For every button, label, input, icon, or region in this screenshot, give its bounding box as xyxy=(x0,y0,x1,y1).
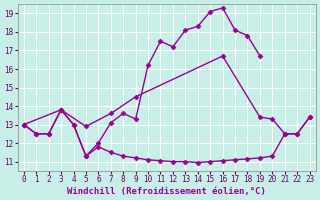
X-axis label: Windchill (Refroidissement éolien,°C): Windchill (Refroidissement éolien,°C) xyxy=(67,187,266,196)
